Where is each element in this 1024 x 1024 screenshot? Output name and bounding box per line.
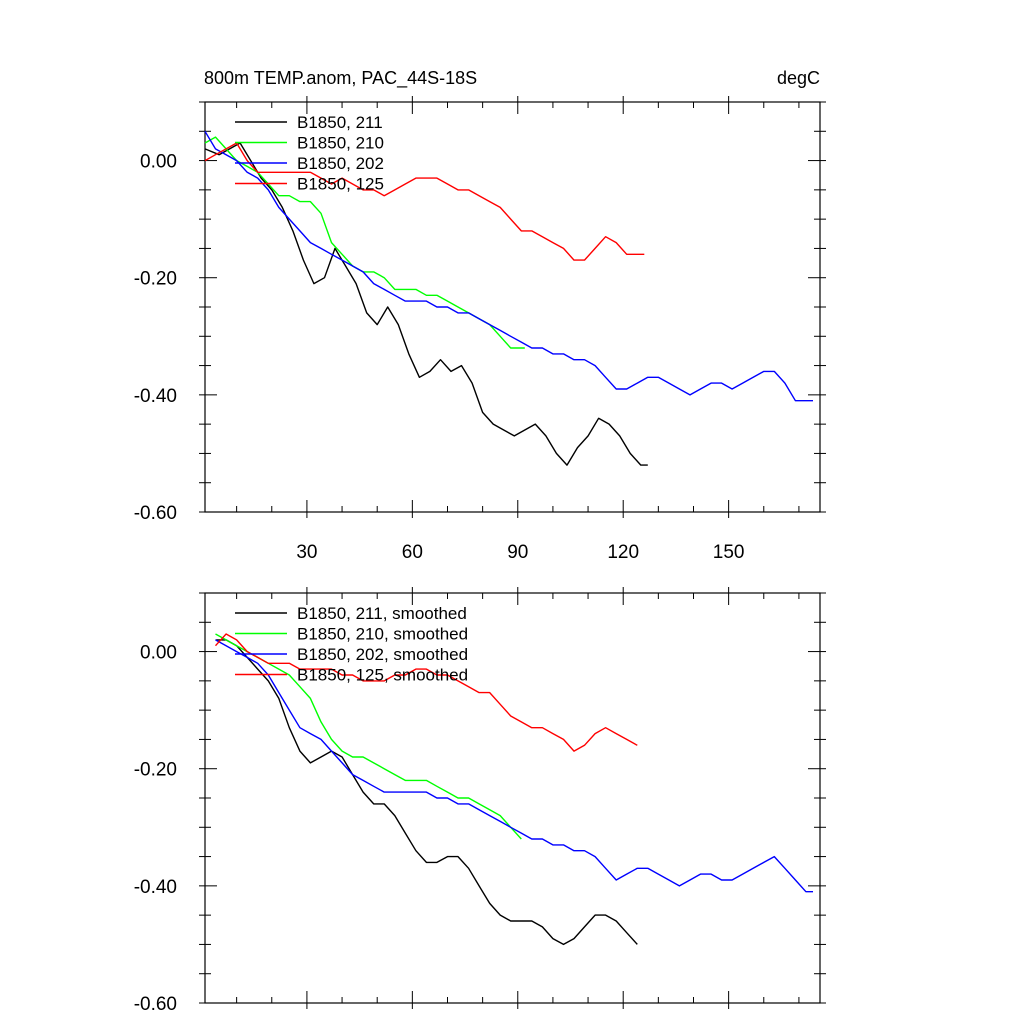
legend-label: B1850, 125, smoothed (297, 666, 468, 685)
legend-label: B1850, 125 (297, 175, 384, 194)
x-tick-label: 120 (607, 542, 639, 563)
x-tick-label: 60 (402, 542, 423, 563)
y-tick-label: 0.00 (140, 152, 177, 173)
figure-title: 800m TEMP.anom, PAC_44S-18S (204, 68, 477, 89)
top-panel: 0.00 -0.20 -0.40 -0.60 30 60 90 120 150 B1850, 21… (134, 96, 826, 563)
series-line-3 (214, 633, 638, 752)
series-line-3 (204, 142, 645, 261)
series-line-2 (204, 130, 813, 402)
x-tick-label: 150 (713, 542, 745, 563)
legend-label: B1850, 210 (297, 134, 384, 153)
y-tick-label: -0.60 (134, 994, 177, 1015)
legend-label: B1850, 210, smoothed (297, 625, 468, 644)
y-tick-label: -0.40 (134, 386, 177, 407)
y-tick-label: -0.60 (134, 503, 177, 524)
series-line-0 (204, 142, 648, 466)
legend-label: B1850, 211 (297, 113, 383, 132)
units-label: degC (777, 68, 820, 88)
legend-label: B1850, 202, smoothed (297, 645, 468, 664)
y-tick-label: -0.20 (134, 269, 177, 290)
y-tick-label: -0.20 (134, 760, 177, 781)
y-tick-label: -0.40 (134, 877, 177, 898)
y-tick-label: 0.00 (140, 643, 177, 664)
legend-label: B1850, 202 (297, 154, 384, 173)
bottom-panel: 0.00 -0.20 -0.40 -0.60 B1850, 211, smoothed B… (134, 587, 826, 1015)
legend-label: B1850, 211, smoothed (297, 604, 467, 623)
series-line-2 (215, 639, 813, 893)
x-tick-label: 90 (507, 542, 528, 563)
series-line-0 (215, 639, 638, 946)
x-tick-label: 30 (296, 542, 317, 563)
